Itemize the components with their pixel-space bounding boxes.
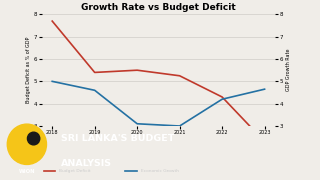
Text: SRI LANKA'S BUDGET: SRI LANKA'S BUDGET: [61, 134, 175, 143]
Y-axis label: GDP Growth Rate: GDP Growth Rate: [286, 49, 291, 91]
Text: WION: WION: [19, 169, 35, 174]
Title: Growth Rate vs Budget Deficit: Growth Rate vs Budget Deficit: [81, 3, 236, 12]
Text: Economic Growth: Economic Growth: [141, 169, 179, 173]
Circle shape: [28, 132, 40, 145]
Text: ANALYSIS: ANALYSIS: [61, 159, 112, 168]
Circle shape: [7, 124, 46, 165]
Text: Budget Deficit: Budget Deficit: [60, 169, 91, 173]
Y-axis label: Budget Deficit as % of GDP: Budget Deficit as % of GDP: [26, 37, 31, 103]
